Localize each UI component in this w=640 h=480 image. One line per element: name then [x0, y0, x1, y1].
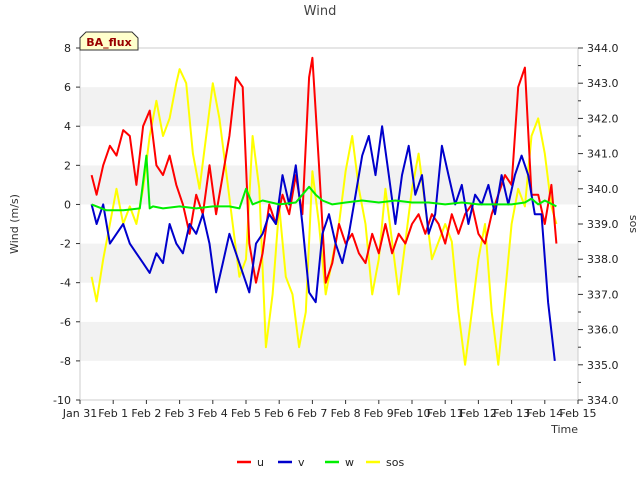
band	[80, 204, 578, 244]
right-tick-label: 343.0	[587, 77, 619, 90]
series-lines	[90, 56, 558, 366]
x-tick-label: Jan 31	[62, 407, 97, 420]
series-v-line	[90, 125, 556, 362]
band	[80, 48, 578, 88]
chart-title: Wind	[304, 4, 337, 19]
series-w-line	[91, 154, 557, 212]
x-tick-label: Feb 10	[394, 407, 431, 420]
x-tick-label: Feb 13	[493, 407, 530, 420]
right-tick-label: 336.0	[587, 324, 619, 337]
left-tick-label: -2	[60, 238, 71, 251]
x-tick-label: Feb 5	[231, 407, 261, 420]
left-tick-label: -6	[60, 316, 71, 329]
right-tick-label: 338.0	[587, 253, 619, 266]
right-tick-label: 344.0	[587, 42, 619, 55]
left-tick-label: -4	[60, 277, 71, 290]
right-axis-ticks: 344.0 343.0 342.0 341.0 340.0 339.0 338.0 337.0…	[578, 42, 619, 407]
series-u-line	[90, 56, 558, 284]
x-axis-title: Time	[550, 423, 578, 436]
x-tick-label: Feb 12	[460, 407, 497, 420]
right-tick-label: 334.0	[587, 394, 619, 407]
left-axis-title: Wind (m/s)	[8, 194, 21, 254]
x-tick-label: Feb 14	[526, 407, 563, 420]
left-axis-ticks: 8 6 4 2 0 -2 -4 -6 -8 -10	[53, 42, 80, 407]
x-tick-label: Feb 1	[98, 407, 128, 420]
x-tick-label: Feb 15	[560, 407, 597, 420]
right-axis-title: sos	[627, 215, 640, 233]
x-axis-ticks: Jan 31 Feb 1 Feb 2 Feb 3 Feb 4 Feb 5 Feb 6 Feb …	[62, 400, 597, 420]
band	[80, 165, 578, 205]
left-tick-label: 6	[64, 81, 71, 94]
x-tick-label: Feb 9	[364, 407, 394, 420]
right-tick-label: 342.0	[587, 112, 619, 125]
left-tick-label: 4	[64, 120, 71, 133]
band	[80, 87, 578, 127]
left-tick-label: 0	[64, 198, 71, 211]
x-tick-label: Feb 7	[297, 407, 327, 420]
x-tick-label: Feb 6	[264, 407, 294, 420]
band	[80, 360, 578, 400]
left-tick-label: 8	[64, 42, 71, 55]
right-tick-label: 335.0	[587, 359, 619, 372]
band	[80, 321, 578, 361]
left-tick-label: -8	[60, 355, 71, 368]
background-bands	[80, 48, 578, 400]
right-tick-label: 340.0	[587, 183, 619, 196]
x-tick-label: Feb 11	[427, 407, 464, 420]
legend-w-label: w	[345, 456, 354, 469]
right-tick-label: 337.0	[587, 288, 619, 301]
legend-sos-label: sos	[386, 456, 404, 469]
left-tick-label: 2	[64, 159, 71, 172]
x-tick-label: Feb 3	[165, 407, 195, 420]
legend-v-label: v	[298, 456, 305, 469]
right-tick-label: 339.0	[587, 218, 619, 231]
site-label-shape	[79, 31, 139, 51]
site-label-box: BA_flux	[79, 31, 139, 51]
band	[80, 282, 578, 322]
legend-u-label: u	[257, 456, 264, 469]
x-tick-label: Feb 4	[198, 407, 228, 420]
site-label: BA_flux	[86, 36, 131, 49]
x-tick-label: Feb 2	[131, 407, 161, 420]
legend: u v w sos	[237, 456, 404, 469]
left-tick-label: -10	[53, 394, 71, 407]
series-sos-line	[90, 68, 558, 366]
right-tick-label: 341.0	[587, 148, 619, 161]
x-tick-label: Feb 8	[331, 407, 361, 420]
